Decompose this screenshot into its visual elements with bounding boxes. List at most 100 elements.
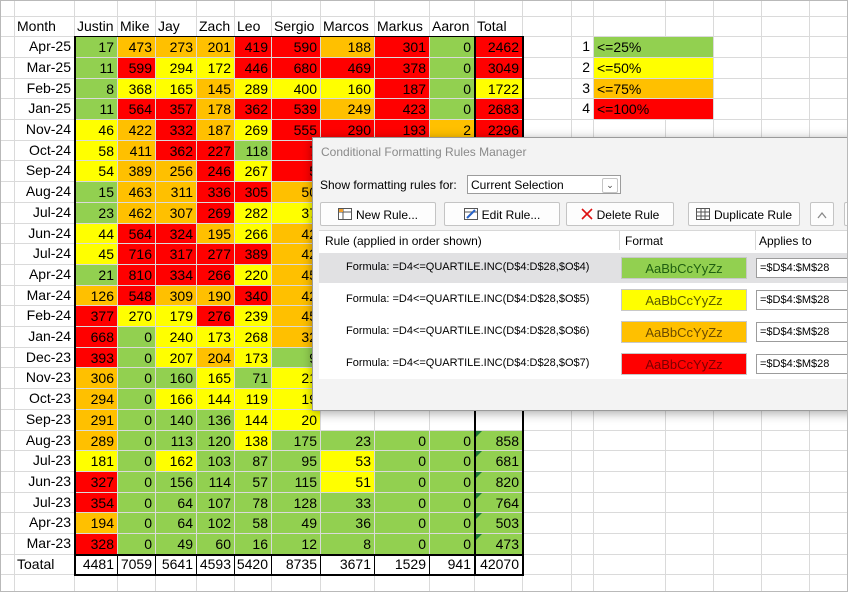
- data-cell[interactable]: 201: [197, 37, 234, 57]
- data-cell[interactable]: 423: [375, 99, 429, 119]
- column-header-mike[interactable]: Mike: [120, 18, 150, 34]
- data-cell[interactable]: 49: [272, 513, 320, 533]
- data-cell[interactable]: 269: [235, 120, 271, 140]
- legend-label[interactable]: <=25%: [594, 37, 713, 57]
- data-cell[interactable]: 0: [118, 534, 155, 554]
- data-cell[interactable]: 33: [321, 493, 374, 512]
- data-cell[interactable]: 207: [156, 348, 196, 367]
- data-cell[interactable]: 23: [321, 431, 374, 450]
- data-cell[interactable]: 173: [235, 348, 271, 367]
- column-header-markus[interactable]: Markus: [377, 18, 423, 34]
- legend-number[interactable]: 1: [582, 38, 590, 54]
- data-cell[interactable]: 11: [75, 99, 117, 119]
- data-cell[interactable]: 188: [321, 37, 374, 57]
- data-cell[interactable]: 54: [75, 161, 117, 181]
- month-cell[interactable]: Jul-24: [32, 204, 71, 220]
- column-header-justin[interactable]: Justin: [77, 18, 114, 34]
- data-cell[interactable]: 0: [430, 451, 474, 471]
- total-row-label[interactable]: Toatal: [17, 556, 55, 572]
- data-cell[interactable]: 0: [430, 472, 474, 492]
- data-cell[interactable]: 294: [156, 58, 196, 78]
- data-cell[interactable]: 187: [197, 120, 234, 140]
- data-cell[interactable]: 136: [197, 410, 234, 430]
- data-cell[interactable]: 273: [156, 37, 196, 57]
- data-cell[interactable]: 181: [75, 451, 117, 471]
- data-cell[interactable]: 165: [156, 79, 196, 98]
- data-cell[interactable]: 0: [375, 431, 429, 450]
- data-cell[interactable]: 282: [235, 203, 271, 223]
- data-cell[interactable]: 144: [197, 389, 234, 409]
- data-cell[interactable]: 564: [118, 224, 155, 243]
- data-cell[interactable]: 2: [430, 120, 474, 140]
- data-cell[interactable]: 306: [75, 368, 117, 388]
- rule-applies-to-input[interactable]: =$D$4:$M$28: [756, 354, 847, 374]
- data-cell[interactable]: 120: [197, 431, 234, 450]
- data-cell[interactable]: 0: [430, 99, 474, 119]
- data-cell[interactable]: 564: [118, 99, 155, 119]
- move-up-button[interactable]: [810, 202, 834, 226]
- column-header-marcos[interactable]: Marcos: [323, 18, 369, 34]
- data-cell[interactable]: 276: [197, 306, 234, 326]
- column-header-month[interactable]: Month: [17, 18, 56, 34]
- data-cell[interactable]: 305: [235, 182, 271, 202]
- data-cell[interactable]: 2683: [475, 99, 522, 119]
- data-cell[interactable]: 107: [197, 493, 234, 512]
- new-rule-button[interactable]: New Rule...: [320, 202, 436, 226]
- legend-label[interactable]: <=75%: [594, 79, 713, 98]
- data-cell[interactable]: 309: [156, 286, 196, 305]
- data-cell[interactable]: 249: [321, 99, 374, 119]
- data-cell[interactable]: 57: [235, 472, 271, 492]
- total-cell[interactable]: 8735: [285, 556, 317, 572]
- data-cell[interactable]: 78: [235, 493, 271, 512]
- data-cell[interactable]: 469: [321, 58, 374, 78]
- data-cell[interactable]: 227: [197, 141, 234, 160]
- column-header-total[interactable]: Total: [477, 18, 507, 34]
- data-cell[interactable]: 277: [197, 244, 234, 264]
- data-cell[interactable]: 0: [430, 37, 474, 57]
- data-cell[interactable]: 156: [156, 472, 196, 492]
- month-cell[interactable]: Mar-23: [26, 535, 71, 551]
- month-cell[interactable]: Aug-24: [25, 183, 71, 199]
- data-cell[interactable]: 204: [197, 348, 234, 367]
- month-cell[interactable]: Oct-24: [28, 142, 71, 158]
- data-cell[interactable]: 240: [156, 327, 196, 347]
- data-cell[interactable]: 8: [321, 534, 374, 554]
- month-cell[interactable]: Jul-24: [32, 245, 71, 261]
- data-cell[interactable]: 294: [75, 389, 117, 409]
- data-cell[interactable]: 411: [118, 141, 155, 160]
- chevron-down-icon[interactable]: ⌄: [602, 178, 618, 193]
- data-cell[interactable]: 115: [272, 472, 320, 492]
- data-cell[interactable]: 49: [156, 534, 196, 554]
- data-cell[interactable]: 336: [197, 182, 234, 202]
- data-cell[interactable]: 328: [75, 534, 117, 554]
- data-cell[interactable]: 118: [235, 141, 271, 160]
- data-cell[interactable]: 681: [475, 451, 522, 471]
- month-cell[interactable]: Jun-23: [28, 473, 71, 489]
- data-cell[interactable]: 114: [197, 472, 234, 492]
- data-cell[interactable]: 539: [272, 99, 320, 119]
- data-cell[interactable]: 268: [235, 327, 271, 347]
- data-cell[interactable]: 45: [75, 244, 117, 264]
- column-header-aaron[interactable]: Aaron: [432, 18, 470, 34]
- legend-label[interactable]: <=50%: [594, 58, 713, 78]
- rule-row[interactable]: Formula: =D4<=QUARTILE.INC(D$4:D$28,$O$6…: [319, 317, 847, 347]
- rule-applies-to-input[interactable]: =$D$4:$M$28: [756, 290, 847, 310]
- data-cell[interactable]: 324: [156, 224, 196, 243]
- data-cell[interactable]: 64: [156, 493, 196, 512]
- data-cell[interactable]: 463: [118, 182, 155, 202]
- month-cell[interactable]: Apr-23: [28, 514, 71, 530]
- data-cell[interactable]: 0: [118, 451, 155, 471]
- legend-number[interactable]: 2: [582, 59, 590, 75]
- data-cell[interactable]: 462: [118, 203, 155, 223]
- data-cell[interactable]: 289: [75, 431, 117, 450]
- month-cell[interactable]: Feb-24: [26, 307, 71, 323]
- data-cell[interactable]: [475, 410, 522, 430]
- data-cell[interactable]: 393: [75, 348, 117, 367]
- data-cell[interactable]: 11: [75, 58, 117, 78]
- data-cell[interactable]: 327: [75, 472, 117, 492]
- data-cell[interactable]: 267: [235, 161, 271, 181]
- total-cell[interactable]: 941: [447, 556, 471, 572]
- data-cell[interactable]: 162: [156, 451, 196, 471]
- month-cell[interactable]: Feb-25: [26, 80, 71, 96]
- data-cell[interactable]: 0: [430, 58, 474, 78]
